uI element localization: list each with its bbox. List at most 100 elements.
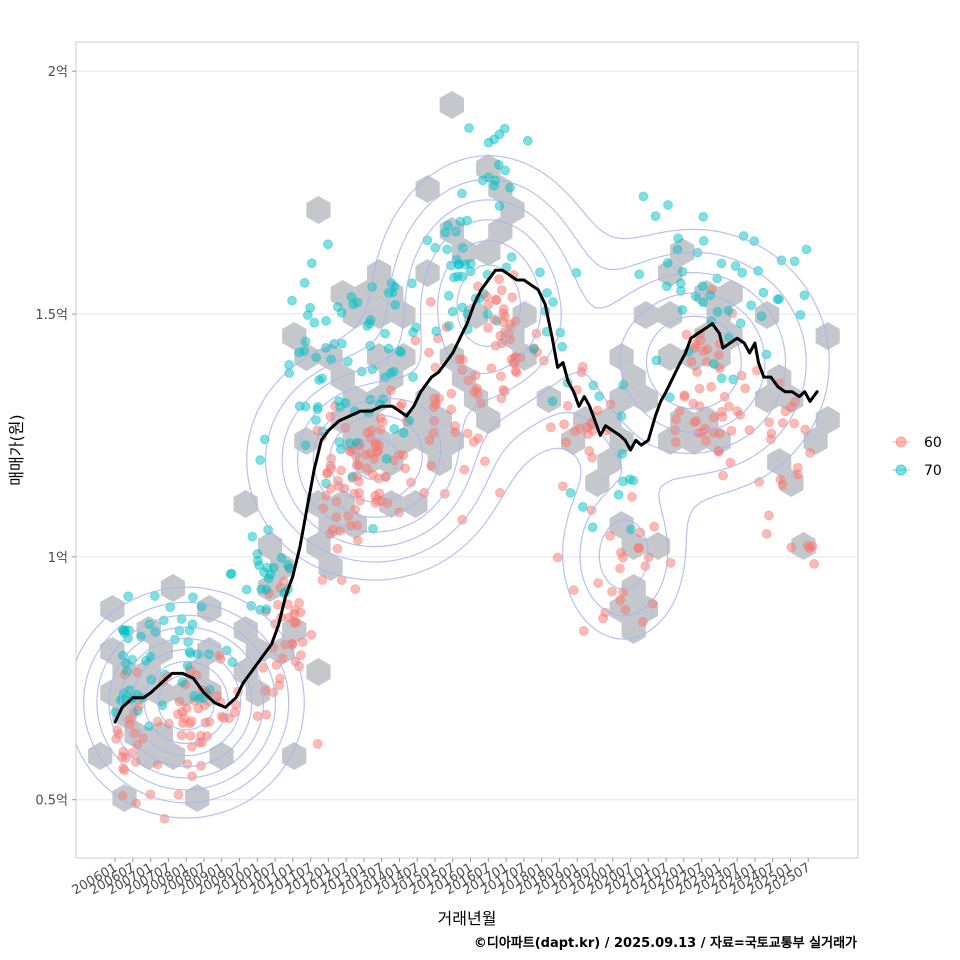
data-point-60 <box>577 361 588 372</box>
data-point-70 <box>431 326 442 337</box>
data-point-60 <box>187 741 197 752</box>
hexbin-cell <box>185 784 210 812</box>
data-point-60 <box>428 428 439 438</box>
data-point-70 <box>314 375 325 385</box>
density-contour <box>76 155 830 819</box>
data-point-70 <box>506 252 517 263</box>
hexbin-cell <box>621 532 646 560</box>
data-point-60 <box>649 521 660 532</box>
data-point-60 <box>462 428 473 439</box>
data-point-70 <box>737 267 748 278</box>
data-point-70 <box>141 655 151 666</box>
data-point-70 <box>117 624 128 635</box>
data-point-60 <box>185 730 196 741</box>
data-point-70 <box>456 188 467 199</box>
data-point-70 <box>282 559 293 570</box>
data-point-70 <box>673 233 684 244</box>
legend-label-70: 70 <box>924 463 942 479</box>
data-point-70 <box>795 309 806 320</box>
data-point-60 <box>569 426 580 437</box>
data-point-70 <box>404 415 415 426</box>
data-point-60 <box>494 274 505 285</box>
data-point-60 <box>187 771 198 782</box>
data-point-60 <box>457 514 468 525</box>
data-point-70 <box>638 191 649 202</box>
data-point-70 <box>663 200 673 210</box>
plot-panel-border <box>75 41 859 859</box>
data-point-70 <box>789 256 800 267</box>
hexbin-cell <box>100 637 125 665</box>
hexbin-cell <box>803 427 828 455</box>
data-point-70 <box>557 341 568 352</box>
data-point-60 <box>561 437 572 448</box>
data-point-70 <box>758 287 769 298</box>
data-point-70 <box>628 475 639 486</box>
data-point-70 <box>396 347 406 358</box>
data-point-60 <box>125 719 135 730</box>
data-point-70 <box>716 373 727 384</box>
data-point-70 <box>651 355 662 366</box>
data-point-70 <box>447 306 458 317</box>
hexbin-cell <box>415 259 440 287</box>
data-point-60 <box>809 558 820 569</box>
data-point-70 <box>650 211 661 222</box>
data-point-70 <box>398 427 409 438</box>
data-point-60 <box>507 292 518 303</box>
data-point-60 <box>694 383 705 394</box>
data-point-60 <box>362 463 372 474</box>
data-point-70 <box>380 328 391 339</box>
y-axis: 0.5억 1억 1.5억 2억 <box>35 65 76 809</box>
data-point-60 <box>133 701 144 712</box>
data-point-60 <box>593 578 604 588</box>
density-contour <box>120 240 742 768</box>
data-point-70 <box>749 236 760 247</box>
data-point-60 <box>792 462 803 473</box>
hexbin-cell <box>318 553 343 581</box>
data-point-60 <box>274 680 285 691</box>
data-point-60 <box>353 460 364 470</box>
data-point-70 <box>263 573 274 584</box>
data-point-70 <box>276 552 287 563</box>
data-point-70 <box>311 415 321 426</box>
data-point-60 <box>173 789 184 800</box>
data-point-60 <box>117 790 128 801</box>
data-point-70 <box>187 619 198 630</box>
data-point-70 <box>124 685 135 696</box>
hexbin-cell <box>342 301 367 329</box>
data-point-60 <box>694 401 705 412</box>
hexbin-cell <box>391 427 416 455</box>
data-point-60 <box>491 294 501 305</box>
data-point-60 <box>186 716 197 727</box>
data-point-60 <box>719 391 730 402</box>
data-point-60 <box>578 625 589 636</box>
data-point-70 <box>505 182 515 193</box>
data-point-60 <box>424 435 435 446</box>
hexbin-cell <box>148 679 173 707</box>
hexbin-cell <box>561 427 586 455</box>
data-point-70 <box>690 291 701 302</box>
data-point-60 <box>777 479 788 490</box>
data-point-60 <box>176 730 187 741</box>
hexbin-cell <box>633 385 658 413</box>
legend-label-60: 60 <box>924 435 942 451</box>
data-point-60 <box>726 425 737 436</box>
data-point-60 <box>430 362 441 373</box>
data-point-60 <box>562 400 573 411</box>
data-point-70 <box>443 290 454 301</box>
density-contours <box>76 155 830 819</box>
density-contour <box>96 199 787 791</box>
data-point-60 <box>483 322 494 333</box>
legend-key-70 <box>895 464 907 476</box>
data-point-70 <box>221 645 232 656</box>
data-point-70 <box>698 211 709 222</box>
data-point-70 <box>252 549 263 559</box>
data-point-60 <box>472 389 483 400</box>
data-point-70 <box>723 305 734 316</box>
hexbin-cell <box>658 301 683 329</box>
y-axis-title: 매매가(원) <box>7 414 26 485</box>
data-point-70 <box>410 322 421 333</box>
data-point-60 <box>320 490 331 501</box>
data-point-70 <box>735 318 746 329</box>
data-point-60 <box>182 759 193 770</box>
